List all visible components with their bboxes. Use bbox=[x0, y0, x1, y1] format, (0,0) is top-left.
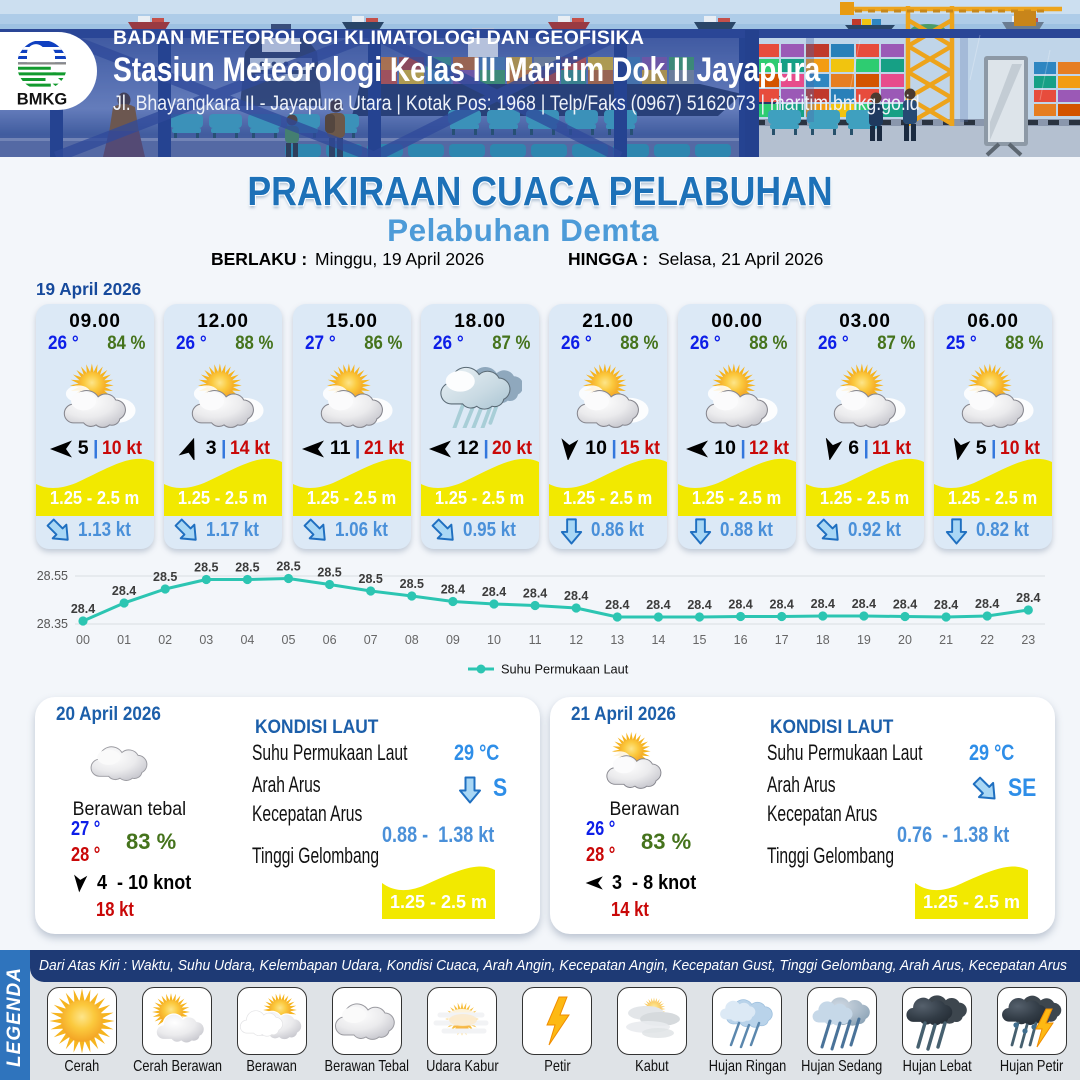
svg-text:00: 00 bbox=[76, 633, 90, 647]
svg-text:BMKG: BMKG bbox=[17, 91, 67, 109]
svg-text:28.5: 28.5 bbox=[317, 566, 341, 580]
svg-text:07: 07 bbox=[364, 633, 378, 647]
svg-text:28.4: 28.4 bbox=[1016, 591, 1040, 605]
svg-text:28.4: 28.4 bbox=[646, 598, 670, 612]
svg-text:21: 21 bbox=[939, 633, 953, 647]
svg-text:08: 08 bbox=[405, 633, 419, 647]
svg-text:28.4: 28.4 bbox=[605, 598, 629, 612]
svg-text:03: 03 bbox=[199, 633, 213, 647]
svg-text:12: 12 bbox=[569, 633, 583, 647]
svg-text:28.5: 28.5 bbox=[400, 577, 424, 591]
svg-text:28.5: 28.5 bbox=[359, 572, 383, 586]
svg-text:18: 18 bbox=[816, 633, 830, 647]
svg-text:28.4: 28.4 bbox=[441, 583, 465, 597]
svg-text:14: 14 bbox=[651, 633, 665, 647]
svg-text:13: 13 bbox=[610, 633, 624, 647]
svg-text:28.5: 28.5 bbox=[276, 560, 300, 574]
svg-text:04: 04 bbox=[240, 633, 254, 647]
svg-text:11: 11 bbox=[529, 633, 542, 647]
svg-text:28.4: 28.4 bbox=[893, 598, 917, 612]
svg-text:28.4: 28.4 bbox=[770, 598, 794, 612]
svg-text:28.4: 28.4 bbox=[482, 585, 506, 599]
svg-text:09: 09 bbox=[446, 633, 460, 647]
svg-text:19: 19 bbox=[857, 633, 871, 647]
svg-text:28.4: 28.4 bbox=[564, 589, 588, 603]
svg-text:28.4: 28.4 bbox=[852, 597, 876, 611]
svg-text:28.35: 28.35 bbox=[37, 617, 68, 631]
svg-text:23: 23 bbox=[1021, 633, 1035, 647]
svg-text:28.4: 28.4 bbox=[112, 584, 136, 598]
svg-text:28.4: 28.4 bbox=[71, 602, 95, 616]
svg-text:28.5: 28.5 bbox=[194, 561, 218, 575]
svg-text:10: 10 bbox=[487, 633, 501, 647]
svg-text:17: 17 bbox=[775, 633, 789, 647]
svg-text:28.5: 28.5 bbox=[153, 570, 177, 584]
svg-text:20: 20 bbox=[898, 633, 912, 647]
svg-text:28.4: 28.4 bbox=[728, 598, 752, 612]
svg-text:28.5: 28.5 bbox=[235, 561, 259, 575]
svg-text:28.4: 28.4 bbox=[934, 598, 958, 612]
svg-text:16: 16 bbox=[734, 633, 748, 647]
svg-text:28.55: 28.55 bbox=[37, 569, 68, 583]
svg-text:05: 05 bbox=[282, 633, 296, 647]
svg-text:06: 06 bbox=[323, 633, 337, 647]
svg-text:28.4: 28.4 bbox=[687, 598, 711, 612]
svg-text:28.4: 28.4 bbox=[811, 597, 835, 611]
svg-text:Suhu Permukaan Laut: Suhu Permukaan Laut bbox=[501, 662, 629, 677]
svg-text:15: 15 bbox=[693, 633, 707, 647]
svg-text:01: 01 bbox=[117, 633, 131, 647]
svg-text:28.4: 28.4 bbox=[523, 587, 547, 601]
svg-text:22: 22 bbox=[980, 633, 994, 647]
svg-text:02: 02 bbox=[158, 633, 172, 647]
svg-text:28.4: 28.4 bbox=[975, 597, 999, 611]
